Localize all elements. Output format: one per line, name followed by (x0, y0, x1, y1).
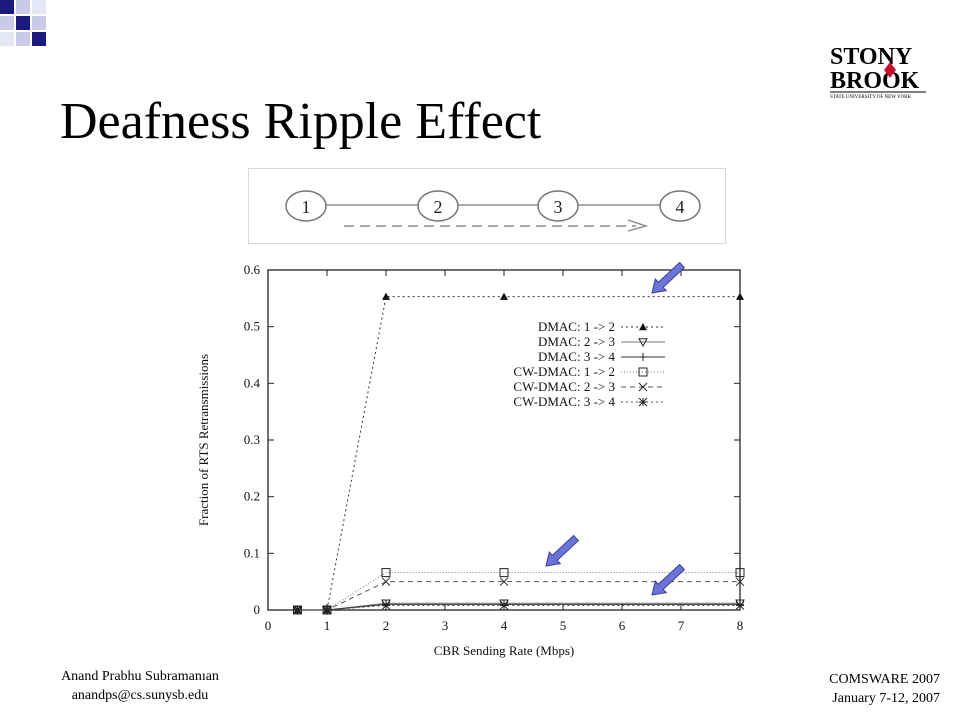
y-tick-label: 0.4 (244, 375, 261, 390)
author-email: anandps@cs.sunysb.edu (71, 688, 209, 703)
data-point (382, 292, 390, 300)
annotation-arrow (651, 261, 686, 294)
x-tick-label: 1 (324, 618, 331, 633)
legend-label: CW-DMAC: 1 -> 2 (513, 364, 615, 379)
topology-node: 4 (659, 190, 701, 222)
legend-label: CW-DMAC: 3 -> 4 (513, 394, 615, 409)
annotation-arrow (545, 534, 580, 567)
x-tick-label: 6 (619, 618, 626, 633)
legend-marker (638, 397, 648, 407)
topology-node: 3 (537, 190, 579, 222)
series-lines (292, 292, 745, 616)
data-point (499, 601, 509, 610)
y-axis-label: Fraction of RTS Retransmissions (196, 354, 211, 526)
x-tick-label: 5 (560, 618, 567, 633)
plot-area (267, 269, 741, 611)
series-line (297, 296, 740, 611)
university-logo: STONY BROOK STATE UNIVERSITY OF NEW YORK (830, 44, 926, 100)
legend-marker (638, 338, 648, 348)
series-line (297, 572, 740, 611)
data-point (293, 605, 302, 615)
x-tick-label: 3 (442, 618, 449, 633)
y-tick-label: 0 (254, 602, 261, 617)
series-line (297, 604, 740, 611)
topology-diagram: 1 2 3 4 (248, 168, 726, 244)
legend-label: CW-DMAC: 2 -> 3 (513, 379, 615, 394)
logo-accent-icon (884, 62, 896, 78)
legend-marker (639, 323, 647, 331)
x-tick-label: 2 (383, 618, 390, 633)
legend-marker (638, 382, 648, 392)
data-point (381, 601, 391, 610)
data-point (500, 292, 508, 300)
node-label: 2 (434, 197, 443, 217)
event-name: COMSWARE 2007 (829, 672, 940, 687)
data-point (381, 568, 391, 578)
footer-event: COMSWARE 2007 January 7-12, 2007 (740, 670, 940, 708)
data-point (736, 292, 744, 300)
node-label: 3 (554, 197, 563, 217)
legend-marker (638, 367, 648, 377)
event-date: January 7-12, 2007 (832, 691, 940, 706)
x-tick-label: 4 (501, 618, 508, 633)
logo-line1: STONY (830, 44, 912, 70)
y-tick-label: 0.1 (244, 545, 260, 560)
logo-tagline: STATE UNIVERSITY OF NEW YORK (830, 95, 911, 100)
topology-frame (248, 168, 726, 244)
data-point (499, 577, 509, 587)
x-axis-ticks: 0 1 2 3 4 5 6 7 8 (265, 270, 744, 633)
data-point (322, 605, 332, 615)
corner-decoration (0, 0, 46, 46)
legend-label: DMAC: 3 -> 4 (538, 349, 616, 364)
topology-node: 2 (417, 190, 459, 222)
x-tick-label: 7 (678, 618, 685, 633)
data-point (499, 568, 509, 578)
y-tick-label: 0.5 (244, 319, 260, 334)
annotation-arrows (545, 261, 686, 596)
author-name: Anand Prabhu Subramanıan (61, 669, 219, 684)
y-tick-label: 0.6 (244, 262, 261, 277)
data-point (381, 577, 391, 587)
annotation-arrow (651, 563, 686, 596)
y-tick-label: 0.3 (244, 432, 260, 447)
legend-marker (639, 353, 647, 361)
slide-title: Deafness Ripple Effect (60, 93, 542, 150)
node-label: 4 (676, 197, 685, 217)
footer-author: Anand Prabhu Subramanıan anandps@cs.suny… (40, 667, 240, 705)
flow-arrow-head (627, 219, 649, 232)
x-tick-label: 8 (737, 618, 744, 633)
data-point (735, 568, 745, 578)
y-tick-label: 0.2 (244, 489, 260, 504)
node-label: 1 (302, 197, 311, 217)
logo-line2: BROOK (830, 68, 920, 94)
data-point (735, 577, 745, 587)
x-tick-label: 0 (265, 618, 272, 633)
legend-label: DMAC: 2 -> 3 (538, 334, 615, 349)
data-point (735, 601, 745, 610)
x-axis-label: CBR Sending Rate (Mbps) (434, 643, 574, 658)
line-chart: 0 0.1 0.2 0.3 0.4 0.5 0.6 0 1 2 3 4 5 6 7 8 DMAC: 1 ->… (196, 261, 745, 658)
y-axis-ticks: 0 0.1 0.2 0.3 0.4 0.5 0.6 (244, 262, 740, 617)
topology-node: 1 (285, 190, 327, 222)
legend-label: DMAC: 1 -> 2 (538, 319, 615, 334)
